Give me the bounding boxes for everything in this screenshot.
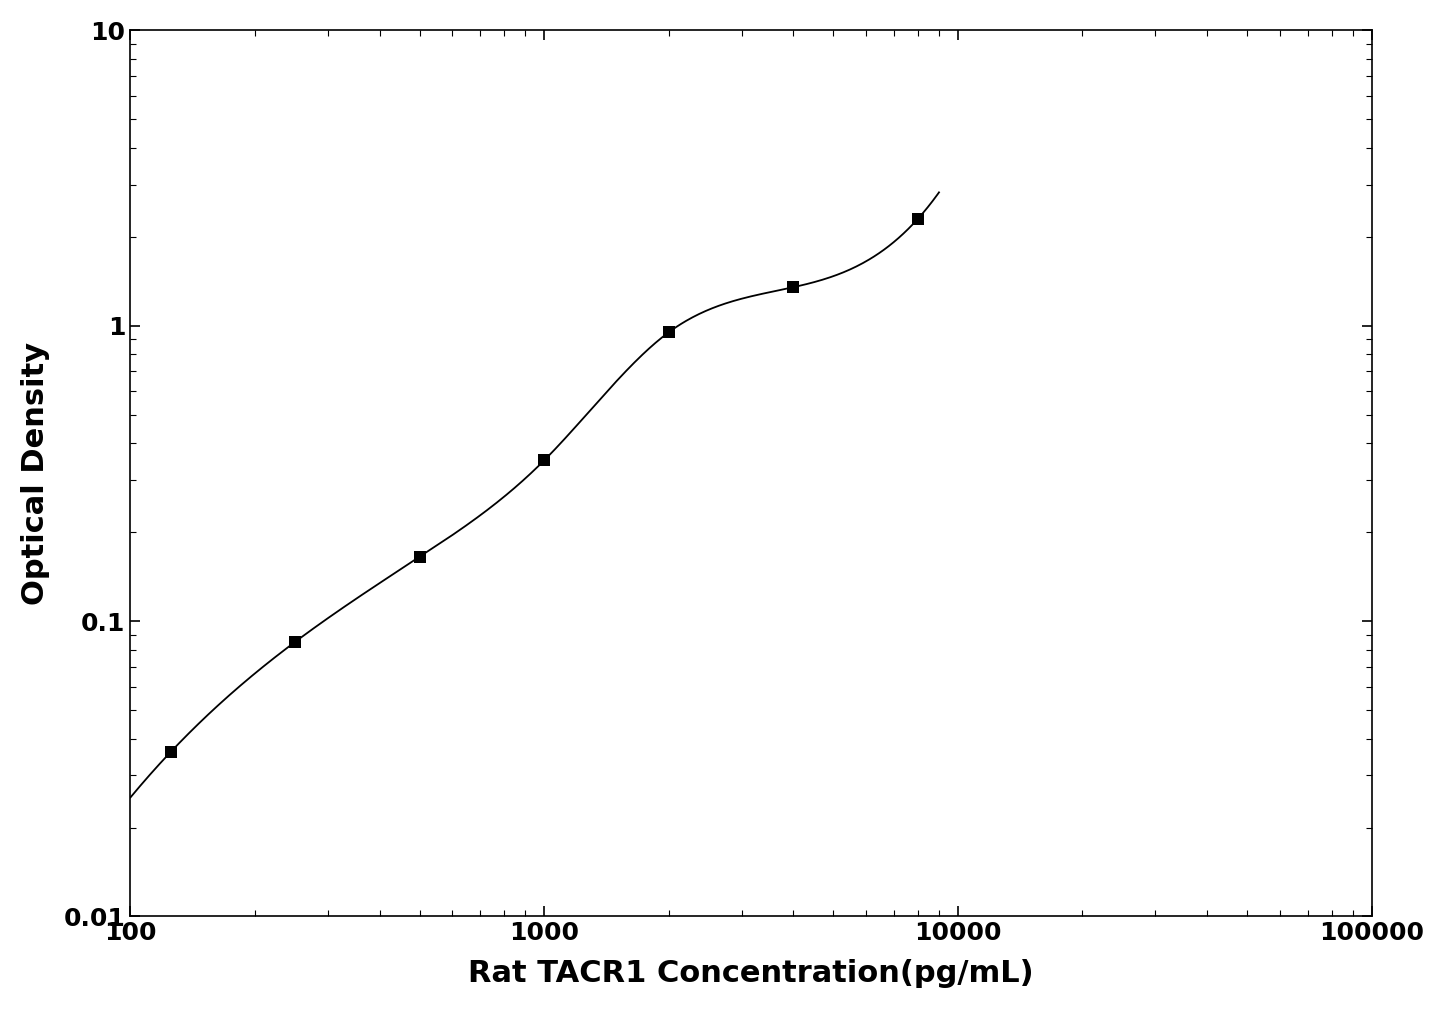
Point	[657, 324, 681, 340]
Point	[407, 549, 431, 565]
Y-axis label: Optical Density: Optical Density	[20, 342, 49, 605]
Point	[533, 452, 556, 468]
Point	[782, 279, 805, 296]
Point	[283, 634, 306, 650]
Point	[159, 744, 182, 760]
Point	[906, 211, 929, 227]
X-axis label: Rat TACR1 Concentration(pg/mL): Rat TACR1 Concentration(pg/mL)	[468, 960, 1033, 988]
